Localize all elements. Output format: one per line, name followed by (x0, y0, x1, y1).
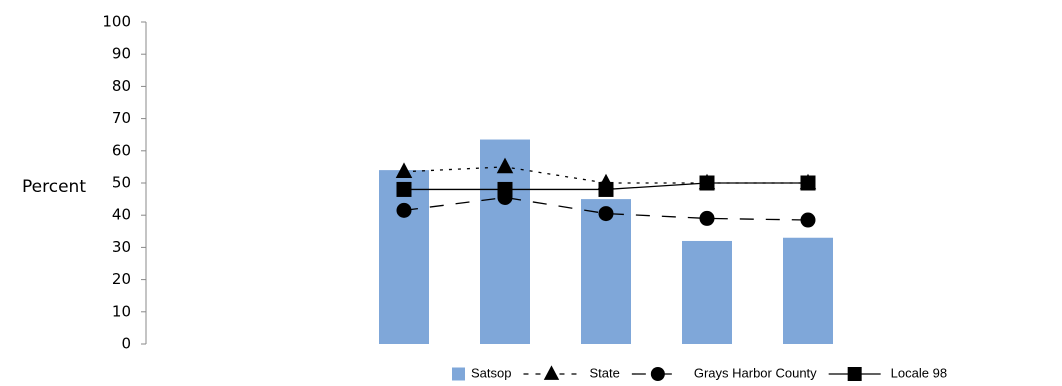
bar-satsop (682, 240, 732, 344)
line-grays-harbor-county (403, 196, 809, 221)
legend-label-locale-98: Locale 98 (891, 365, 947, 380)
y-tick-label: 40 (112, 206, 131, 224)
y-tick-label: 20 (112, 270, 131, 288)
legend-label-satsop: Satsop (471, 365, 511, 380)
legend-marker-grays-harbor-county (650, 367, 665, 381)
bar-satsop (581, 199, 631, 344)
legend-marker-locale-98 (847, 367, 862, 381)
bar-series (379, 139, 833, 344)
point-locale-98 (699, 175, 715, 191)
point-grays-harbor-county (699, 210, 715, 226)
y-tick-label: 90 (112, 45, 131, 63)
bar-satsop (480, 139, 530, 344)
bar-satsop (783, 237, 833, 344)
y-tick-label: 100 (102, 13, 131, 31)
legend: Satsop State Grays Harbor County Locale 98 (452, 365, 947, 381)
y-tick-label: 30 (112, 238, 131, 256)
y-tick-label: 0 (121, 335, 131, 353)
legend-label-grays-harbor-county: Grays Harbor County (694, 365, 817, 380)
y-tick-label: 60 (112, 141, 131, 159)
point-grays-harbor-county (598, 206, 614, 222)
y-axis-label: Percent (22, 177, 86, 197)
y-tick-label: 10 (112, 302, 131, 320)
point-locale-98 (598, 181, 614, 197)
point-state (395, 162, 413, 179)
legend-swatch-satsop (452, 367, 465, 381)
point-state (496, 157, 514, 174)
bar-satsop (379, 170, 429, 344)
y-tick-label: 70 (112, 109, 131, 127)
point-grays-harbor-county (396, 202, 412, 218)
y-axis-ticks: 0 10 20 30 40 50 60 70 80 90 100 (102, 13, 146, 353)
point-locale-98 (497, 181, 513, 197)
y-tick-label: 80 (112, 77, 131, 95)
legend-label-state: State (589, 365, 619, 380)
point-locale-98 (800, 175, 816, 191)
point-grays-harbor-county (800, 212, 816, 228)
point-locale-98 (396, 181, 412, 197)
line-series (395, 157, 817, 228)
legend-marker-state (543, 365, 560, 380)
y-tick-label: 50 (112, 174, 131, 192)
